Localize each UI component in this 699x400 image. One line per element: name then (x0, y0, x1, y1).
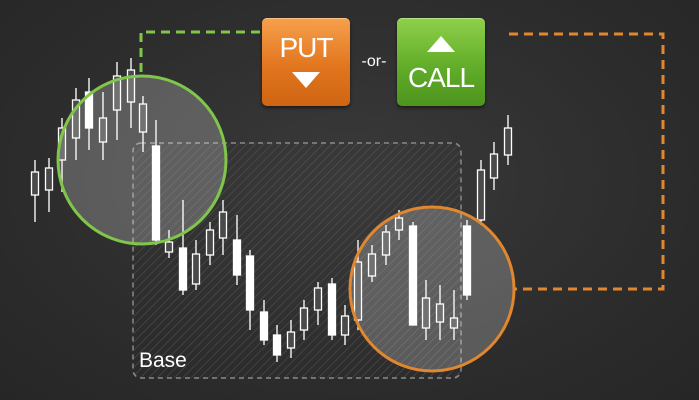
candle (435, 285, 445, 340)
candle (272, 325, 282, 362)
candle (71, 88, 81, 160)
candle (151, 120, 161, 245)
candle-body (272, 334, 282, 356)
candle-body (84, 91, 94, 129)
candle (367, 245, 377, 282)
candle-body (421, 297, 431, 329)
candle-body (408, 225, 418, 326)
candle-body (138, 103, 148, 133)
candle-body (449, 317, 459, 329)
candle (98, 92, 108, 160)
candle-body (30, 171, 40, 196)
candle (503, 115, 513, 165)
candle (340, 305, 350, 345)
put-label: PUT (279, 32, 334, 63)
candle-body (151, 145, 161, 241)
candle-body (489, 153, 499, 179)
reversal-circle-top (56, 74, 228, 246)
candle (126, 58, 136, 128)
arrow-down-icon (292, 72, 320, 88)
connector-green-dashed (139, 30, 262, 72)
arrow-up-icon (427, 36, 455, 52)
candle-body (126, 69, 136, 103)
candle-body (286, 331, 296, 349)
candle-body (327, 283, 337, 336)
candle-body (191, 253, 201, 285)
candle-body (71, 99, 81, 139)
candle-body (164, 241, 174, 253)
reversal-circle-bottom (348, 205, 516, 373)
candle-body (259, 311, 269, 341)
candle (299, 300, 309, 340)
candle (408, 222, 418, 326)
candle-body (232, 239, 242, 276)
candle-body (367, 253, 377, 277)
candle-body (476, 169, 486, 221)
candle-body (299, 307, 309, 331)
candle (191, 240, 201, 290)
base-zone-label: Base (139, 349, 187, 372)
candle (138, 96, 148, 152)
candle-body (178, 247, 188, 291)
candle-body (353, 261, 363, 321)
candle-body (98, 117, 108, 143)
call-button[interactable]: CALL (397, 18, 485, 106)
connector-orange-dashed (509, 32, 665, 291)
put-button[interactable]: PUT (262, 18, 350, 106)
candle (449, 290, 459, 340)
candle-body (381, 231, 391, 256)
candles-group (30, 58, 513, 362)
candle-body (503, 127, 513, 156)
candle (218, 200, 228, 255)
candle-body (245, 255, 255, 311)
candle (313, 282, 323, 325)
candle (327, 278, 337, 340)
candle-body (435, 303, 445, 323)
candle (205, 222, 215, 265)
candle-body (218, 211, 228, 239)
candle-body (394, 217, 404, 231)
candle (462, 220, 472, 300)
candle-body (313, 287, 323, 311)
call-label: CALL (407, 62, 475, 93)
candle (381, 225, 391, 265)
candle (178, 200, 188, 295)
candle-body (112, 75, 122, 111)
candle (421, 280, 431, 340)
candle (164, 230, 174, 258)
candle (259, 300, 269, 345)
candle (30, 160, 40, 222)
candle (232, 215, 242, 285)
candle (44, 158, 54, 212)
or-separator: -or- (361, 53, 387, 70)
candle-body (205, 229, 215, 256)
candle (84, 78, 94, 150)
candle-body (462, 225, 472, 296)
candle-body (44, 167, 54, 191)
candle-body (340, 315, 350, 336)
candle (245, 250, 255, 330)
candle (489, 142, 499, 190)
candle (476, 160, 486, 225)
candle (112, 62, 122, 140)
candle (286, 320, 296, 358)
